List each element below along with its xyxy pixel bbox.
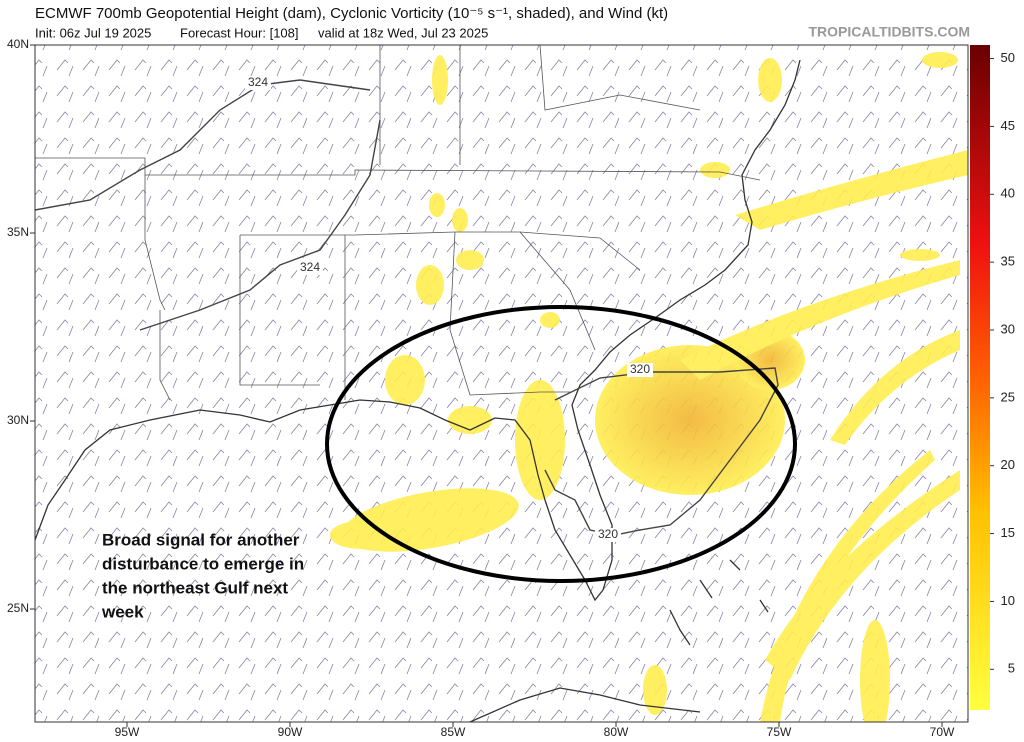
contour-label-bg <box>245 76 271 90</box>
lat-label: 40N <box>7 37 29 51</box>
colorbar: 5 10 15 20 25 30 35 40 45 50 <box>970 45 1015 710</box>
init-time: Init: 06z Jul 19 2025 <box>35 25 151 40</box>
lon-label: 80W <box>604 725 629 739</box>
annotation-line: Broad signal for another <box>102 530 300 549</box>
highlight-ellipse <box>325 305 797 583</box>
contour-label-bg <box>627 363 653 377</box>
contour-label: 324 <box>300 260 320 274</box>
forecast-hour: Forecast Hour: [108] <box>180 25 299 40</box>
lon-label: 95W <box>115 725 140 739</box>
contour-label: 320 <box>598 527 618 541</box>
lon-label: 85W <box>441 725 466 739</box>
colorbar-label: 35 <box>1001 254 1015 269</box>
title: ECMWF 700mb Geopotential Height (dam), C… <box>35 5 668 22</box>
lat-label: 35N <box>7 225 29 239</box>
contour-label: 324 <box>248 75 268 89</box>
coastlines <box>35 59 801 722</box>
height-contours <box>35 79 779 536</box>
state-borders <box>35 45 761 401</box>
colorbar-label: 5 <box>1008 661 1015 676</box>
colorbar-label: 30 <box>1001 321 1015 336</box>
colorbar-label: 50 <box>1001 50 1015 65</box>
annotation-line: week <box>101 602 144 621</box>
colorbar-ramp <box>970 45 990 710</box>
colorbar-label: 20 <box>1001 457 1015 472</box>
contour-label-bg <box>595 528 621 542</box>
colorbar-label: 40 <box>1001 186 1015 201</box>
colorbar-label: 45 <box>1001 118 1015 133</box>
wind-barbs <box>35 45 968 722</box>
lon-label: 70W <box>930 725 955 739</box>
lon-label: 75W <box>767 725 792 739</box>
lat-label: 25N <box>7 601 29 615</box>
annotation-line: the northeast Gulf next <box>102 578 288 597</box>
lat-label: 30N <box>7 413 29 427</box>
colorbar-label: 15 <box>1001 525 1015 540</box>
contour-label: 320 <box>630 362 650 376</box>
colorbar-label: 10 <box>1001 593 1015 608</box>
map-area <box>35 45 968 722</box>
colorbar-label: 25 <box>1001 389 1015 404</box>
vorticity-shading <box>330 52 968 722</box>
contour-label-bg <box>297 261 323 275</box>
annotation-line: disturbance to emerge in <box>102 554 304 573</box>
valid-time: valid at 18z Wed, Jul 23 2025 <box>318 25 488 40</box>
lon-label: 90W <box>278 725 303 739</box>
site-name: TROPICALTIDBITS.COM <box>808 24 970 40</box>
map-frame <box>34 44 969 723</box>
